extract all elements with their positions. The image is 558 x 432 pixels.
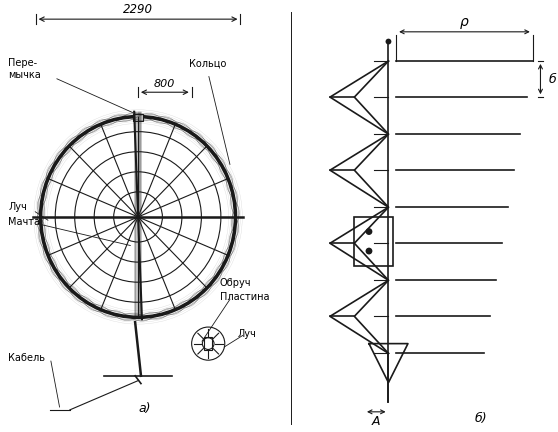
Circle shape [365,228,372,235]
Circle shape [365,248,372,254]
Text: Луч: Луч [8,202,27,213]
Text: Мачта: Мачта [8,217,41,227]
Text: а): а) [138,402,151,415]
Text: б: б [549,73,556,86]
Text: Пластина: Пластина [220,292,270,302]
Text: Кабель: Кабель [8,353,45,363]
Text: ρ: ρ [460,15,469,29]
Text: Кольцо: Кольцо [189,58,226,68]
Text: б): б) [475,412,487,425]
FancyBboxPatch shape [133,114,143,121]
Text: Луч: Луч [238,329,256,339]
Text: A: A [372,415,381,428]
Text: 2290: 2290 [123,3,153,16]
Circle shape [386,38,391,44]
Text: Пере-
мычка: Пере- мычка [8,58,41,80]
Text: Обруч: Обруч [220,278,252,288]
Text: 800: 800 [153,79,175,89]
